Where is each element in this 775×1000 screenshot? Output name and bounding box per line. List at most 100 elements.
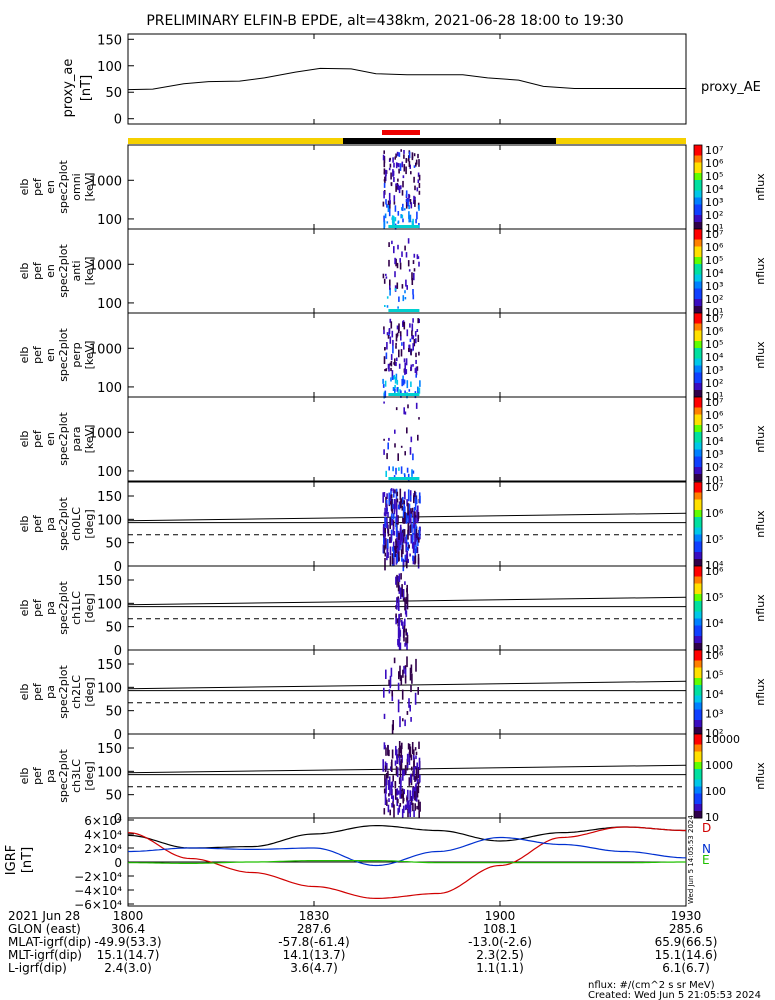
- pa-pixel: [416, 778, 419, 785]
- pa-pixel: [404, 719, 406, 727]
- colorbar-segment: [694, 737, 702, 742]
- pa-pixel: [398, 623, 400, 631]
- energy-pixel: [417, 318, 419, 324]
- energy-pixel: [408, 344, 411, 352]
- pa-pixel: [398, 532, 400, 540]
- pa-pixel: [405, 637, 407, 646]
- pa-pixel: [407, 502, 409, 516]
- pa-pixel: [389, 556, 392, 566]
- energy-pixel: [397, 211, 400, 216]
- energy-panel-ylabel-5: [keV]: [83, 341, 96, 370]
- energy-pixel: [401, 378, 403, 387]
- colorbar-segment: [694, 292, 702, 296]
- energy-pixel: [401, 190, 404, 196]
- igrf-total-line: [127, 825, 686, 849]
- ephem-cell: 2.3(2.5): [476, 948, 524, 962]
- pa-pixel: [413, 767, 415, 780]
- colorbar-segment: [694, 622, 702, 626]
- energy-pixel: [393, 195, 396, 202]
- energy-pixel: [408, 211, 410, 219]
- colorbar-segment: [694, 267, 702, 272]
- colorbar-7: 10000 1000 100 10 nflux: [693, 733, 767, 824]
- energy-pixel: [383, 156, 386, 164]
- colorbar-segment: [694, 485, 702, 490]
- energy-pixel: [394, 429, 396, 434]
- colorbar-segment: [694, 456, 702, 461]
- colorbar-segment: [694, 776, 702, 780]
- pa-pixel: [415, 524, 417, 529]
- colorbar-segment: [694, 362, 702, 366]
- colorbar-segment: [694, 257, 702, 261]
- pa-pixel: [418, 527, 421, 538]
- energy-pixel: [414, 368, 417, 373]
- energy-panel-ylabel-3: spec2plot: [57, 412, 70, 466]
- colorbar-segment: [694, 545, 702, 549]
- energy-pixel: [383, 191, 385, 199]
- energy-pixel: [402, 379, 405, 386]
- proxy-ae-ytick-label: 100: [97, 60, 122, 75]
- pa-pixel: [409, 746, 412, 758]
- pa-ytick-label: 100: [97, 513, 122, 528]
- pa-pixel: [397, 581, 400, 592]
- energy-pixel: [412, 318, 414, 323]
- pa-pixel: [411, 742, 414, 755]
- energy-pixel: [393, 201, 396, 205]
- energy-pixel: [415, 366, 418, 371]
- energy-pixel: [402, 320, 405, 323]
- energy-pixel: [401, 342, 403, 346]
- colorbar-segment: [694, 492, 702, 497]
- pa-pixel: [398, 804, 401, 813]
- pa-pixel: [415, 526, 418, 536]
- energy-pixel: [385, 470, 387, 477]
- pa-pixel: [403, 629, 405, 642]
- pa-pixel: [404, 598, 406, 607]
- energy-pixel: [408, 193, 410, 202]
- energy-pixel: [417, 334, 420, 342]
- colorbar-segment: [694, 559, 702, 563]
- pa-pixel: [397, 504, 400, 510]
- colorbar-segment: [694, 407, 702, 412]
- energy-pixel: [408, 151, 411, 159]
- energy-pixel: [384, 305, 386, 307]
- energy-pixel: [384, 390, 387, 398]
- pa-pixel: [409, 495, 412, 501]
- status-bar-yellow-left: [128, 138, 343, 144]
- pa-pixel: [396, 543, 398, 550]
- pa-pixel: [395, 605, 397, 609]
- colorbar-segment: [694, 236, 702, 240]
- energy-pixel: [410, 171, 412, 175]
- pa-pixel: [391, 693, 394, 701]
- pa-panel-0: 150 100 50 0 elb pef pa spec2plot ch0LC [deg]: [18, 481, 687, 575]
- energy-pixel: [393, 246, 395, 254]
- ephem-cell: 6.1(6.7): [662, 961, 710, 975]
- colorbar-label: 10⁵: [705, 591, 723, 604]
- energy-pixel: [384, 213, 387, 219]
- colorbar-label: 10³: [705, 448, 723, 461]
- pa-panel-ylabel-1: pef: [31, 598, 44, 617]
- colorbar-segment: [694, 239, 702, 244]
- energy-pixel: [411, 323, 414, 332]
- colorbar-segment: [694, 562, 702, 567]
- energy-pixel: [410, 381, 412, 387]
- energy-pixel: [401, 284, 404, 289]
- pa-pixel: [415, 755, 417, 760]
- pa-pixel: [407, 489, 410, 502]
- pa-pixel: [395, 576, 397, 585]
- colorbar-label: 10⁶: [705, 241, 724, 254]
- colorbar-label: 10³: [705, 364, 723, 377]
- pa-pixel: [414, 533, 416, 545]
- pa-pixel: [413, 749, 415, 758]
- colorbar-label: 10: [705, 811, 719, 824]
- pa-pixel: [403, 805, 405, 814]
- energy-pixel: [404, 290, 406, 294]
- colorbar-segment: [694, 615, 702, 619]
- pa-pixel: [402, 507, 405, 518]
- energy-panel-ylabel-1: pef: [31, 261, 44, 280]
- energy-pixel: [413, 165, 416, 168]
- pa-pixel: [382, 527, 385, 537]
- ephem-row-label: MLT-igrf(dip): [8, 948, 82, 962]
- pa-pixel: [383, 687, 385, 698]
- pa-pixel: [408, 752, 411, 765]
- colorbar-segment: [694, 769, 702, 773]
